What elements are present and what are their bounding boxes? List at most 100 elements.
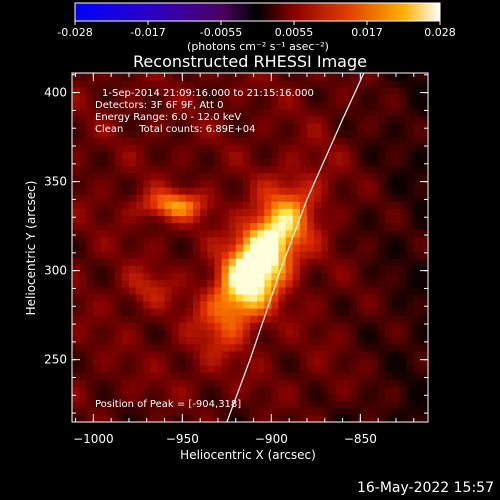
heatmap-cell	[72, 215, 80, 224]
heatmap-cell	[193, 101, 201, 110]
heatmap-cell	[114, 151, 123, 160]
heatmap-cell	[128, 336, 137, 345]
heatmap-cell	[328, 172, 337, 181]
heatmap-cell	[86, 393, 94, 402]
heatmap-cell	[221, 172, 230, 181]
heatmap-cell	[214, 258, 223, 266]
heatmap-cell	[363, 293, 372, 302]
heatmap-cell	[200, 379, 208, 387]
heatmap-cell	[399, 172, 408, 181]
heatmap-cell	[228, 350, 237, 359]
heatmap-cell	[235, 129, 244, 138]
heatmap-cell	[278, 208, 287, 217]
heatmap-cell	[235, 286, 244, 295]
heatmap-cell	[150, 293, 159, 302]
heatmap-cell	[207, 400, 215, 409]
heatmap-cell	[128, 379, 137, 387]
heatmap-cell	[193, 279, 201, 288]
heatmap-cell	[207, 215, 215, 224]
heatmap-cell	[264, 108, 272, 117]
heatmap-cell	[392, 379, 401, 387]
heatmap-cell	[136, 372, 144, 380]
heatmap-cell	[143, 201, 151, 209]
heatmap-cell	[193, 407, 201, 416]
heatmap-cell	[164, 201, 173, 209]
heatmap-cell	[86, 222, 94, 231]
heatmap-cell	[93, 108, 102, 117]
heatmap-cell	[178, 243, 187, 252]
heatmap-cell	[257, 179, 265, 188]
heatmap-cell	[385, 179, 393, 188]
heatmap-cell	[306, 308, 315, 316]
heatmap-cell	[264, 201, 272, 209]
heatmap-cell	[392, 357, 401, 366]
heatmap-cell	[242, 80, 251, 88]
heatmap-cell	[93, 393, 102, 402]
heatmap-cell	[235, 379, 244, 387]
heatmap-cell	[128, 308, 137, 316]
heatmap-cell	[271, 315, 280, 323]
heatmap-cell	[221, 279, 230, 288]
heatmap-cell	[193, 222, 201, 231]
heatmap-cell	[228, 80, 237, 88]
heatmap-cell	[278, 87, 287, 95]
heatmap-cell	[164, 357, 173, 366]
heatmap-cell	[235, 201, 244, 209]
heatmap-cell	[72, 144, 80, 152]
heatmap-cell	[207, 222, 215, 231]
heatmap-cell	[363, 229, 372, 238]
heatmap-cell	[93, 129, 102, 138]
heatmap-cell	[371, 386, 379, 395]
heatmap-cell	[121, 279, 130, 288]
heatmap-cell	[100, 279, 109, 288]
heatmap-cell	[264, 80, 272, 88]
heatmap-cell	[328, 343, 337, 352]
heatmap-cell	[250, 151, 258, 160]
heatmap-cell	[228, 201, 237, 209]
heatmap-cell	[314, 172, 322, 181]
heatmap-cell	[413, 286, 422, 295]
heatmap-cell	[100, 308, 109, 316]
heatmap-cell	[178, 172, 187, 181]
heatmap-cell	[321, 186, 329, 195]
heatmap-cell	[235, 272, 244, 281]
heatmap-cell	[79, 236, 87, 245]
heatmap-cell	[93, 101, 102, 110]
heatmap-cell	[314, 386, 322, 395]
heatmap-cell	[157, 229, 166, 238]
heatmap-cell	[107, 365, 116, 373]
heatmap-cell	[250, 215, 258, 224]
heatmap-cell	[171, 286, 180, 295]
heatmap-cell	[164, 322, 173, 331]
heatmap-cell	[164, 350, 173, 359]
heatmap-cell	[413, 407, 422, 416]
heatmap-cell	[392, 265, 401, 274]
heatmap-cell	[114, 357, 123, 366]
heatmap-cell	[235, 365, 244, 373]
heatmap-cell	[292, 400, 301, 409]
heatmap-cell	[285, 115, 294, 124]
heatmap-cell	[157, 393, 166, 402]
heatmap-cell	[378, 122, 386, 131]
heatmap-cell	[385, 144, 393, 152]
heatmap-cell	[385, 137, 393, 145]
heatmap-cell	[264, 229, 272, 238]
heatmap-cell	[242, 144, 251, 152]
heatmap-cell	[257, 137, 265, 145]
heatmap-cell	[292, 194, 301, 202]
heatmap-cell	[328, 158, 337, 167]
heatmap-cell	[314, 137, 322, 145]
heatmap-cell	[285, 329, 294, 338]
heatmap-cell	[399, 144, 408, 152]
heatmap-cell	[221, 286, 230, 295]
heatmap-cell	[235, 329, 244, 338]
heatmap-cell	[157, 272, 166, 281]
heatmap-cell	[349, 101, 358, 110]
heatmap-cell	[399, 329, 408, 338]
heatmap-cell	[271, 343, 280, 352]
heatmap-cell	[193, 158, 201, 167]
heatmap-cell	[93, 329, 102, 338]
heatmap-cell	[271, 222, 280, 231]
heatmap-cell	[72, 308, 80, 316]
heatmap-cell	[171, 144, 180, 152]
